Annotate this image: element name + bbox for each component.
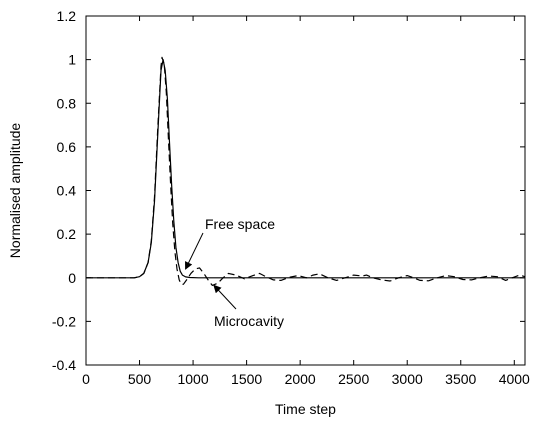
y-tick-label: 1 bbox=[68, 52, 76, 68]
x-tick-label: 0 bbox=[82, 371, 90, 387]
y-tick-label: 0.6 bbox=[57, 139, 77, 155]
y-tick-label: 1.2 bbox=[57, 8, 77, 24]
annotation-arrow-microcavity bbox=[213, 284, 237, 310]
x-tick-label: 2000 bbox=[285, 371, 316, 387]
annotation-arrow-free-space bbox=[185, 232, 204, 270]
x-tick-label: 3000 bbox=[392, 371, 423, 387]
x-tick-label: 1000 bbox=[177, 371, 208, 387]
annotation-label-microcavity: Microcavity bbox=[214, 313, 284, 329]
series-line-microcavity bbox=[86, 56, 526, 286]
y-tick-label: -0.2 bbox=[52, 313, 76, 329]
series-group bbox=[86, 56, 526, 286]
y-tick-label: 0.8 bbox=[57, 95, 77, 111]
series-line-free-space bbox=[86, 58, 525, 279]
y-tick-label: 0.2 bbox=[57, 226, 77, 242]
y-tick-label: -0.4 bbox=[52, 357, 76, 373]
x-axis-title: Time step bbox=[275, 401, 336, 417]
annotation-label-free-space: Free space bbox=[205, 216, 275, 232]
x-tick-label: 3500 bbox=[445, 371, 476, 387]
x-tick-label: 500 bbox=[128, 371, 152, 387]
x-axis-ticks: 0 500 1000 1500 2000 2500 3000 3500 4000 bbox=[82, 16, 530, 387]
y-axis-title: Normalised amplitude bbox=[7, 123, 23, 259]
plot-border bbox=[85, 15, 526, 366]
plot-frame bbox=[85, 15, 526, 366]
y-tick-label: 0.4 bbox=[57, 183, 77, 199]
y-tick-label: 0 bbox=[68, 270, 76, 286]
x-tick-label: 1500 bbox=[231, 371, 262, 387]
x-tick-label: 2500 bbox=[338, 371, 369, 387]
y-axis-ticks: -0.4 -0.2 0 0.2 0.4 0.6 0.8 1 1.2 bbox=[52, 8, 525, 373]
x-tick-label: 4000 bbox=[499, 371, 530, 387]
annotations: Free space Microcavity bbox=[185, 216, 284, 329]
